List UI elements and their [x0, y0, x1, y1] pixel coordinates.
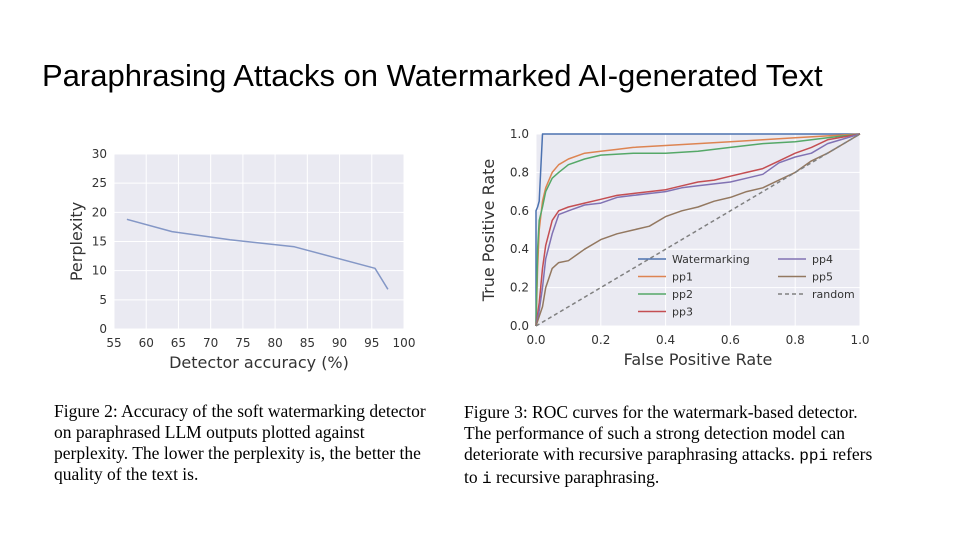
x-tick-label: 0.4 [656, 333, 675, 347]
x-tick-label: 75 [235, 336, 250, 350]
plot-background [536, 134, 860, 326]
series-line-data [126, 218, 389, 290]
figure-3-caption-text: Figure 3: ROC curves for the watermark-b… [464, 402, 858, 464]
x-axis-label: Detector accuracy (%) [169, 353, 349, 372]
legend-label-random: random [812, 288, 855, 301]
x-tick-label: 80 [267, 336, 282, 350]
y-tick-label: 30 [92, 147, 107, 161]
series-line-pp4 [535, 133, 861, 327]
x-tick-label: 90 [332, 336, 347, 350]
x-tick-label: 70 [203, 336, 218, 350]
x-tick-label: 60 [139, 336, 154, 350]
y-tick-label: 0 [99, 322, 107, 336]
x-tick-label: 100 [393, 336, 416, 350]
series-line-pp1 [535, 133, 861, 327]
x-tick-label: 0.6 [721, 333, 740, 347]
y-tick-label: 0.6 [510, 204, 529, 218]
slide-title: Paraphrasing Attacks on Watermarked AI-g… [42, 58, 823, 93]
y-axis-label: Perplexity [67, 202, 86, 281]
series-line-pp3 [535, 133, 861, 327]
x-tick-label: 1.0 [850, 333, 869, 347]
y-tick-label: 0.2 [510, 281, 529, 295]
series-line-pp2 [535, 133, 861, 327]
figure-2-caption: Figure 2: Accuracy of the soft watermark… [54, 401, 439, 485]
legend-label-pp3: pp3 [672, 306, 693, 319]
roc-chart: 0.0 0.2 0.4 0.6 0.8 1.0 0.0 0.2 0.4 0.6 0.8 1.0 Fals… [479, 127, 870, 369]
x-tick-label: 85 [300, 336, 315, 350]
legend-label-pp2: pp2 [672, 288, 693, 301]
figure-3-caption-code-i: i [482, 470, 492, 488]
y-tick-label: 20 [92, 205, 107, 219]
perplexity-chart: 55 60 65 70 75 80 85 90 95 100 0 5 10 15 20 25 30 Detecto… [67, 147, 416, 372]
legend-label-pp1: pp1 [672, 271, 693, 284]
y-axis-label: True Positive Rate [479, 159, 498, 303]
figure-3-caption: Figure 3: ROC curves for the watermark-b… [464, 402, 884, 490]
y-tick-label: 5 [99, 293, 107, 307]
x-tick-label: 0.8 [786, 333, 805, 347]
legend-label-pp5: pp5 [812, 271, 833, 284]
x-axis-label: False Positive Rate [624, 350, 773, 369]
x-tick-label: 95 [364, 336, 379, 350]
x-tick-label: 55 [106, 336, 121, 350]
y-tick-label: 0.8 [510, 165, 529, 179]
legend-label-pp4: pp4 [812, 253, 833, 266]
x-tick-label: 0.0 [526, 333, 545, 347]
figure-3-caption-code-ppi: ppi [799, 447, 829, 465]
y-tick-label: 1.0 [510, 127, 529, 141]
y-tick-label: 10 [92, 264, 107, 278]
figure-2-caption-text: Figure 2: Accuracy of the soft watermark… [54, 401, 426, 484]
figure-3-caption-text-end: recursive paraphrasing. [491, 467, 660, 487]
y-tick-label: 15 [92, 235, 107, 249]
figure-3-caption-text-mid: refers to [464, 444, 873, 487]
series-line-watermarking [535, 133, 860, 326]
y-tick-label: 0.4 [510, 242, 529, 256]
legend-label-watermarking: Watermarking [672, 253, 750, 266]
x-tick-label: 0.2 [591, 333, 610, 347]
y-tick-label: 0.0 [510, 319, 529, 333]
x-tick-label: 65 [171, 336, 186, 350]
y-tick-label: 25 [92, 176, 107, 190]
